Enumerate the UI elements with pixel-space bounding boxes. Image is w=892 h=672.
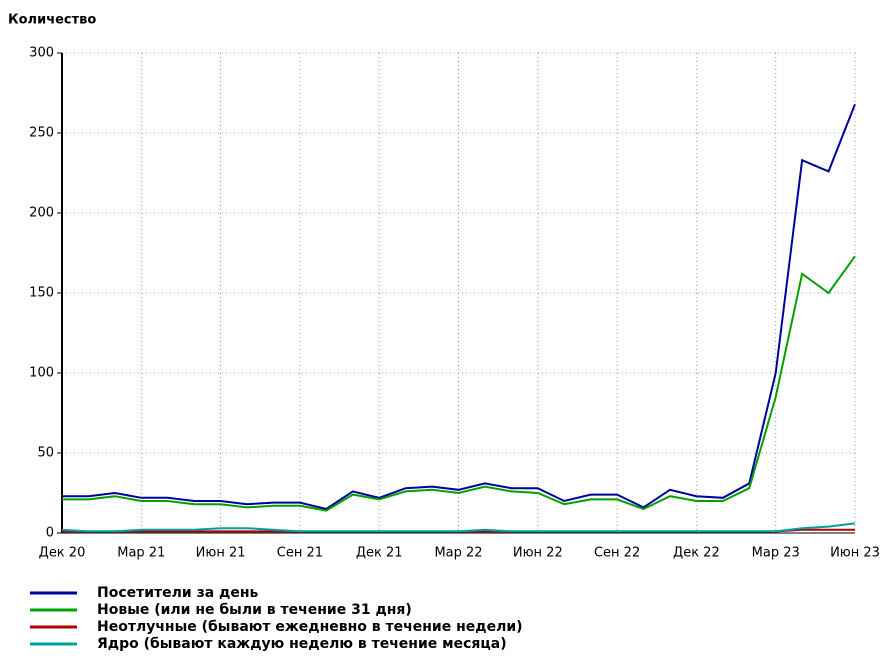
x-tick-label: Июн 22 — [513, 546, 563, 561]
x-tick-label: Сен 21 — [277, 546, 323, 561]
series-line — [62, 255, 856, 512]
y-tick-label: 300 — [29, 46, 54, 61]
x-tick-label: Дек 20 — [39, 546, 86, 561]
x-tick-label: Сен 22 — [594, 546, 640, 561]
y-tick-label: 50 — [37, 446, 54, 461]
x-tick-label: Июн 21 — [196, 546, 246, 561]
x-tick-label: Дек 21 — [356, 546, 403, 561]
x-tick-label: Мар 21 — [117, 546, 165, 561]
x-tick-label: Мар 22 — [434, 546, 482, 561]
series-line — [62, 103, 856, 511]
y-tick-label: 150 — [29, 286, 54, 301]
y-axis-label: Количество — [8, 13, 96, 28]
y-tick-label: 0 — [46, 526, 54, 541]
x-tick-label: Мар 23 — [752, 546, 800, 561]
legend-label: Новые (или не были в течение 31 дня) — [97, 602, 412, 618]
x-tick-label: Июн 23 — [830, 546, 880, 561]
series-line — [61, 522, 856, 533]
legend-label: Неотлучные (бывают ежедневно в течение н… — [97, 619, 523, 635]
legend-label: Ядро (бывают каждую неделю в течение мес… — [97, 636, 507, 652]
y-tick-label: 200 — [29, 206, 54, 221]
y-tick-label: 100 — [29, 366, 54, 381]
legend-label: Посетители за день — [97, 585, 259, 601]
x-tick-label: Дек 22 — [673, 546, 720, 561]
y-tick-label: 250 — [29, 126, 54, 141]
